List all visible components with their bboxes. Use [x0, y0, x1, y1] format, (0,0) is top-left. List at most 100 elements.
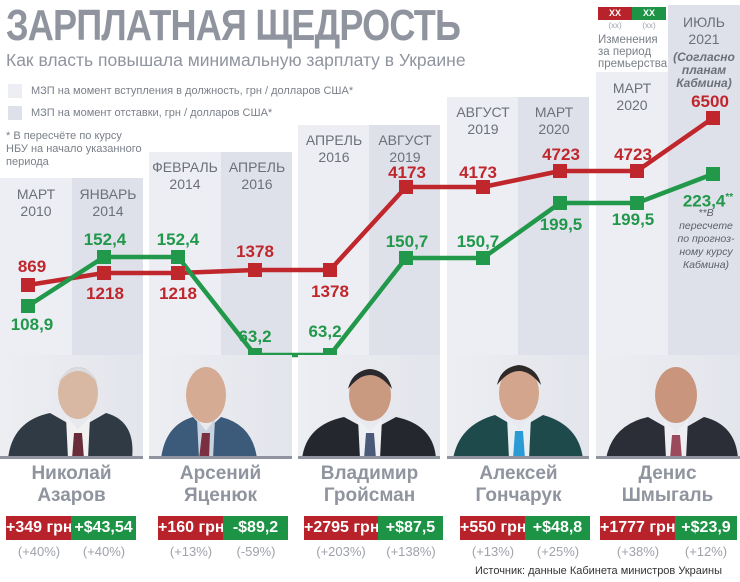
photo-shmyhal [596, 355, 740, 459]
usd-value-3: 63,2 [238, 327, 272, 346]
usd-value-5: 150,7 [385, 232, 429, 251]
page-subtitle: Как власть повышала минимальную зарплату… [6, 50, 466, 70]
portrait-icon [161, 367, 257, 459]
uah-value-9: 6500 [691, 92, 729, 111]
uah-change-badge-groysman: +2795 грн [304, 516, 379, 540]
forecast-note: **В пересчете по прогноз- ному курсу Каб… [672, 207, 740, 272]
usd-value-9: 223,4** [672, 189, 740, 211]
forecast-note-line: ному курсу [679, 246, 733, 258]
key-text: Изменения за период премьерства [598, 34, 667, 70]
col-year: 2016 [241, 176, 273, 192]
premier-name-groysman: Владимир Гройсман [298, 463, 441, 507]
usd-change-badge-yatsenyuk: -$89,2 [223, 516, 288, 540]
legend-swatch-entry [8, 84, 22, 98]
usd-pct-shmyhal: (+12%) [684, 544, 728, 559]
key-text-line2: за период [598, 46, 652, 58]
premier-name-azarov: Николай Азаров [0, 463, 143, 507]
uah-line [27, 116, 715, 288]
footnote: * В пересчёте по курсу НБУ на начало ука… [6, 130, 142, 168]
key-red-sub: (xx) [608, 21, 622, 30]
col-month: АВГУСТ [378, 132, 432, 148]
first-name: Николай [31, 463, 112, 484]
col-month: АВГУСТ [456, 104, 510, 120]
col-month: ИЮЛЬ [683, 14, 725, 30]
last-name: Гройсман [323, 485, 416, 506]
uah-change-badge-goncharuk: +550 грн [460, 516, 527, 540]
key-red-box: XX [598, 7, 632, 20]
forecast-note-line: по прогноз- [677, 233, 735, 245]
usd-value-2: 152,4 [156, 230, 200, 249]
forecast-label-line: Кабмина) [676, 76, 732, 90]
col-label-6: АВГУСТ 2019 [447, 104, 519, 138]
premier-name-yatsenyuk: Арсений Яценюк [149, 463, 292, 507]
uah-value-1: 1218 [86, 284, 124, 303]
col-label-0: МАРТ 2010 [0, 186, 72, 220]
uah-markers [21, 111, 720, 292]
uah-pct-groysman: (+203%) [316, 544, 366, 559]
forecast-label-line: (Согласно [673, 50, 735, 64]
col-year: 2014 [92, 203, 124, 219]
col-year: 2019 [467, 121, 499, 137]
col-year: 2010 [20, 203, 52, 219]
col-month: МАРТ [16, 186, 56, 202]
usd-value-0: 108,9 [10, 315, 54, 334]
legend-entry: МЗП на момент вступления в должность, гр… [8, 84, 353, 98]
usd-pct-yatsenyuk: (-59%) [236, 544, 276, 559]
last-name: Яценюк [183, 485, 258, 506]
key-text-line1: Изменения [598, 34, 658, 46]
col-year: 2019 [389, 149, 421, 165]
first-name: Денис [638, 463, 697, 484]
col-month: АПРЕЛЬ [228, 159, 286, 175]
col-label-4: АПРЕЛЬ 2016 [298, 132, 370, 166]
forecast-label-line: планам [681, 63, 727, 77]
col-month: ФЕВРАЛЬ [152, 159, 218, 175]
key-text-line3: премьерства [598, 58, 668, 70]
usd-pct-groysman: (+138%) [386, 544, 436, 559]
col-label-3: АПРЕЛЬ 2016 [221, 159, 293, 193]
photo-groysman [298, 355, 440, 459]
usd-value-8: 199,5 [611, 210, 655, 229]
col-year: 2020 [538, 121, 570, 137]
col-label-9: ИЮЛЬ 2021 (Согласно планам Кабмина) [668, 14, 740, 90]
usd-value-7: 199,5 [539, 215, 583, 234]
col-label-5: АВГУСТ 2019 [369, 132, 441, 166]
usd-markers [21, 167, 720, 362]
usd-pct-azarov: (+40%) [82, 544, 126, 559]
key-green-sub: (xx) [642, 21, 656, 30]
source-note: Источник: данные Кабинета министров Укра… [475, 565, 722, 577]
usd-change-badge-goncharuk: +$48,8 [525, 516, 590, 540]
forecast-note-line: **В пересчете [679, 207, 733, 232]
uah-pct-yatsenyuk: (+13%) [169, 544, 213, 559]
photo-azarov [0, 355, 143, 459]
uah-value-3: 1378 [236, 242, 274, 261]
usd-value-4: 63,2 [308, 322, 342, 341]
uah-pct-shmyhal: (+38%) [616, 544, 660, 559]
photo-yatsenyuk [149, 355, 292, 459]
uah-pct-goncharuk: (+13%) [471, 544, 515, 559]
col-year: 2020 [616, 97, 648, 113]
first-name: Владимир [320, 463, 419, 484]
legend-swatch-exit [8, 106, 22, 120]
usd-line [26, 171, 714, 358]
uah-value-4: 1378 [311, 282, 349, 301]
col-label-1: ЯНВАРЬ 2014 [72, 186, 144, 220]
forecast-note-line: Кабмина) [682, 259, 730, 271]
key-green-box: XX [632, 7, 666, 20]
uah-value-7: 4723 [542, 145, 580, 164]
premier-name-shmyhal: Денис Шмыгаль [596, 463, 739, 507]
uah-value-0: 869 [17, 257, 47, 276]
usd-value-6: 150,7 [456, 232, 500, 251]
portrait-icon [453, 365, 583, 459]
uah-value-8: 4723 [614, 145, 652, 164]
photo-goncharuk [447, 355, 589, 459]
legend-entry-label: МЗП на момент вступления в должность, гр… [31, 85, 354, 97]
col-year: 2016 [318, 149, 350, 165]
uah-value-2: 1218 [159, 284, 197, 303]
usd-value-9-suffix: ** [725, 192, 734, 203]
last-name: Азаров [37, 485, 106, 506]
uah-change-badge-shmyhal: +1777 грн [600, 516, 675, 540]
col-month: МАРТ [612, 80, 652, 96]
uah-change-badge-azarov: +349 грн [6, 516, 73, 540]
uah-pct-azarov: (+40%) [17, 544, 61, 559]
usd-value-9-number: 223,4 [682, 191, 726, 211]
